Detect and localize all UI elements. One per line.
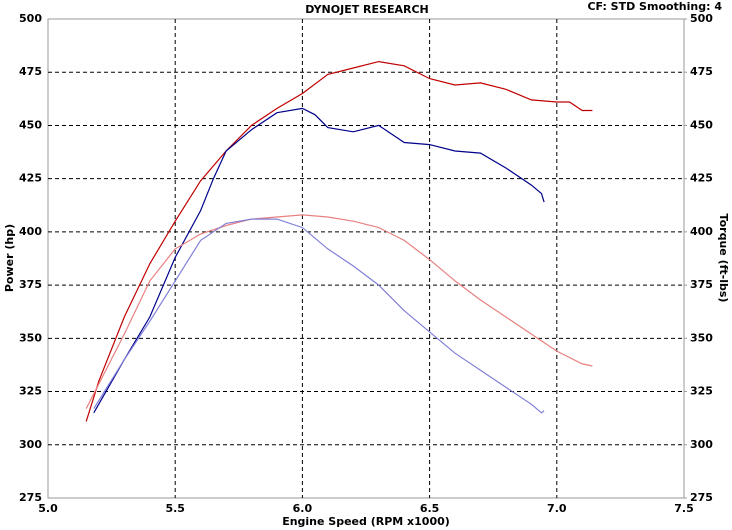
y-tick-label: 425 (19, 172, 42, 185)
y-tick-label: 500 (19, 12, 42, 25)
y2-tick-label: 350 (690, 331, 713, 344)
y2-tick-label: 325 (690, 385, 713, 398)
x-tick-label: 7.5 (674, 502, 694, 515)
y2-tick-label: 375 (690, 278, 713, 291)
y-tick-label: 300 (19, 438, 42, 451)
x-tick-label: 5.5 (165, 502, 185, 515)
y-tick-label: 275 (19, 491, 42, 504)
y-tick-label: 450 (19, 118, 42, 131)
y-tick-label: 350 (19, 331, 42, 344)
x-tick-label: 6.0 (293, 502, 313, 515)
y-tick-label: 375 (19, 278, 42, 291)
power-torque-line (85, 214, 593, 409)
x-tick-label: 5.0 (38, 502, 58, 515)
power-torque-line (93, 218, 545, 414)
power-torque-line (93, 107, 545, 414)
x-tick-label: 6.5 (420, 502, 440, 515)
chart-title: DYNOJET RESEARCH (305, 3, 428, 16)
plot-frame (47, 18, 685, 499)
y2-tick-label: 275 (690, 491, 713, 504)
y2-axis-label: Torque (ft-lbs) (717, 214, 730, 303)
y-tick-label: 475 (19, 65, 42, 78)
y-axis-label: Power (hp) (3, 224, 16, 292)
y-tick-label: 400 (19, 225, 42, 238)
x-axis-label: Engine Speed (RPM x1000) (282, 515, 450, 528)
y2-tick-label: 300 (690, 438, 713, 451)
y2-tick-label: 475 (690, 65, 713, 78)
y-tick-label: 325 (19, 385, 42, 398)
power-torque-line (85, 60, 593, 422)
y2-tick-label: 450 (690, 118, 713, 131)
y2-tick-label: 425 (690, 172, 713, 185)
y2-tick-label: 500 (690, 12, 713, 25)
x-tick-label: 7.0 (547, 502, 567, 515)
subtitle: CF: STD Smoothing: 4 (587, 0, 722, 13)
y2-tick-label: 400 (690, 225, 713, 238)
